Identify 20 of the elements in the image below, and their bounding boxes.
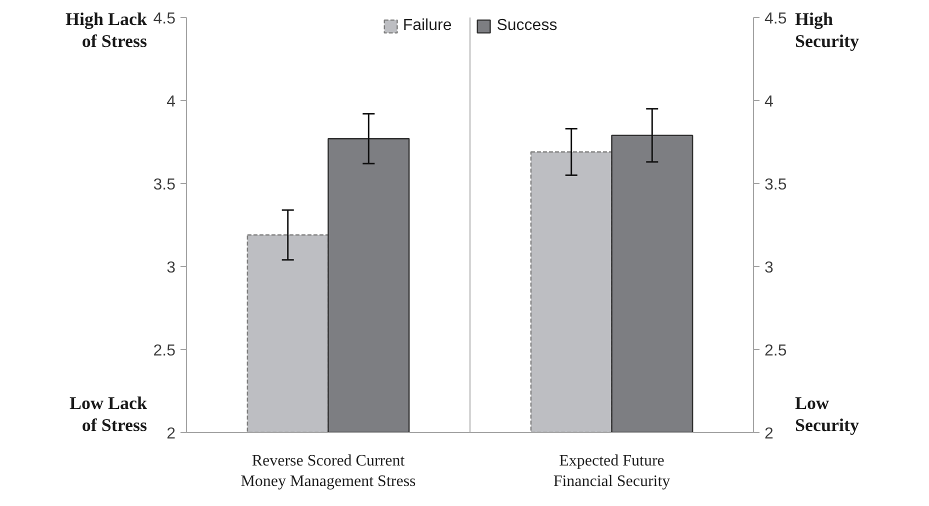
legend-label: Success <box>496 17 558 35</box>
y-tick-label: 4 <box>166 94 176 110</box>
x-tick-label: Expected Future Financial Security <box>553 452 670 490</box>
y2-tick-label: 4.5 <box>764 10 787 28</box>
y-tick-label: 2.5 <box>153 342 176 360</box>
text: High Lack of Stress <box>65 8 147 52</box>
x-tick-label: Reverse Scored Current Money Management Stress <box>240 452 416 490</box>
y-tick-label: 2 <box>166 426 176 442</box>
text: High Security <box>795 8 859 52</box>
text: Low Lack of Stress <box>69 392 147 436</box>
y2-tick-label: 3.5 <box>764 176 787 194</box>
y2-tick-label: 3 <box>764 260 774 276</box>
y-tick-label: 3.5 <box>153 176 176 194</box>
y2-tick-label: 2 <box>764 426 774 442</box>
y-tick-label: 4.5 <box>153 10 176 28</box>
text: Low Security <box>795 392 859 436</box>
legend-label: Failure <box>402 17 452 35</box>
y2-tick-label: 2.5 <box>764 342 787 360</box>
y2-tick-label: 4 <box>764 94 774 110</box>
y-tick-label: 3 <box>166 260 176 276</box>
